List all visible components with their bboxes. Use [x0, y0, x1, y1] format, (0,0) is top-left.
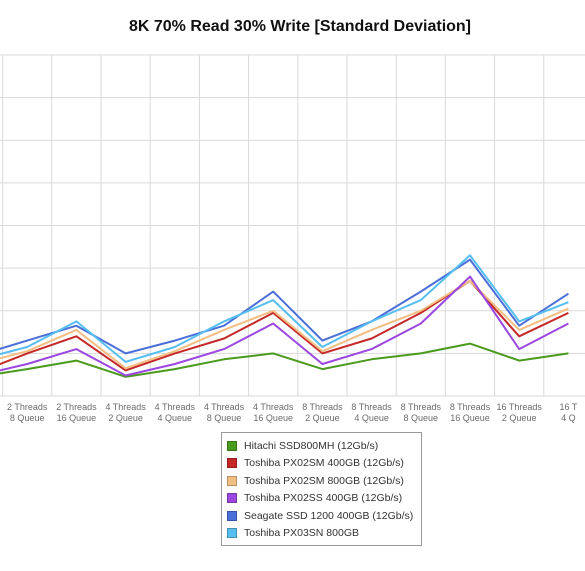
legend-swatch — [227, 440, 237, 451]
legend-swatch — [227, 458, 237, 469]
x-tick-label: 4 Threads 8 Queue — [204, 402, 245, 423]
legend-item: Toshiba PX03SN 800GB — [227, 525, 421, 543]
series-lines — [0, 254, 569, 378]
x-tick-label: 8 Threads 8 Queue — [401, 402, 442, 423]
legend-swatch — [227, 475, 237, 486]
x-tick-label: 16 Threads 2 Queue — [497, 402, 543, 423]
legend-item: Seagate SSD 1200 400GB (12Gb/s) — [227, 507, 421, 525]
legend-item: Toshiba PX02SM 400GB (12Gb/s) — [227, 455, 421, 473]
legend-label: Hitachi SSD800MH (12Gb/s) — [244, 439, 379, 452]
x-tick-label: 2 Threads 8 Queue — [7, 402, 48, 423]
chart-title: 8K 70% Read 30% Write [Standard Deviatio… — [128, 18, 472, 35]
legend-item: Hitachi SSD800MH (12Gb/s) — [227, 437, 421, 455]
series-line-0 — [0, 342, 569, 378]
x-tick-label: 4 Threads 2 Queue — [105, 402, 146, 423]
legend-label: Seagate SSD 1200 400GB (12Gb/s) — [244, 509, 414, 522]
legend: Hitachi SSD800MH (12Gb/s) Toshiba PX02SM … — [221, 432, 422, 546]
legend-label: Toshiba PX03SN 800GB — [244, 527, 359, 540]
series-line-4 — [0, 258, 569, 355]
legend-swatch — [227, 528, 237, 539]
series-line-3 — [0, 275, 569, 377]
legend-label: Toshiba PX02SS 400GB (12Gb/s) — [244, 492, 403, 505]
x-tick-label: 8 Threads 2 Queue — [302, 402, 343, 423]
x-tick-label: 4 Threads 16 Queue — [253, 402, 294, 423]
x-tick-label: 2 Threads 16 Queue — [56, 402, 97, 423]
legend-item: Toshiba PX02SS 400GB (12Gb/s) — [227, 490, 421, 508]
legend-swatch — [227, 493, 237, 504]
legend-item: Toshiba PX02SM 800GB (12Gb/s) — [227, 472, 421, 490]
legend-label: Toshiba PX02SM 800GB (12Gb/s) — [244, 474, 404, 487]
legend-swatch — [227, 510, 237, 521]
series-line-5 — [0, 254, 569, 363]
series-line-2 — [0, 279, 569, 370]
legend-label: Toshiba PX02SM 400GB (12Gb/s) — [244, 457, 404, 470]
x-tick-label: 8 Threads 16 Queue — [450, 402, 491, 423]
x-tick-label: 4 Threads 4 Queue — [155, 402, 196, 423]
x-tick-label: 8 Threads 4 Queue — [351, 402, 392, 423]
